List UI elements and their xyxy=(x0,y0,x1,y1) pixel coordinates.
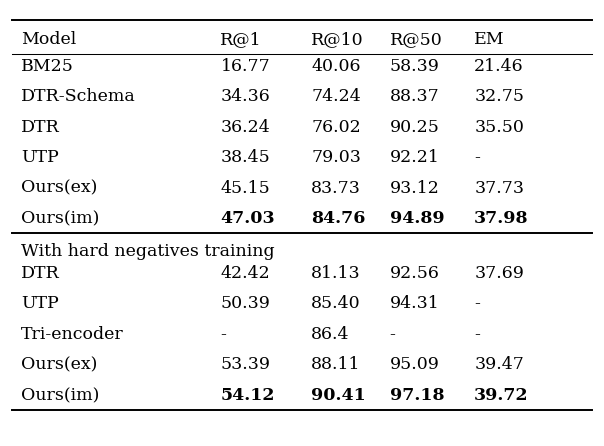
Text: 84.76: 84.76 xyxy=(311,210,365,227)
Text: With hard negatives training: With hard negatives training xyxy=(21,243,275,260)
Text: 92.21: 92.21 xyxy=(390,149,440,166)
Text: R@50: R@50 xyxy=(390,31,442,48)
Text: 40.06: 40.06 xyxy=(311,58,361,74)
Text: DTR: DTR xyxy=(21,264,60,282)
Text: 81.13: 81.13 xyxy=(311,264,361,282)
Text: 54.12: 54.12 xyxy=(220,387,275,404)
Text: 93.12: 93.12 xyxy=(390,180,440,197)
Text: 83.73: 83.73 xyxy=(311,180,361,197)
Text: R@10: R@10 xyxy=(311,31,364,48)
Text: 37.73: 37.73 xyxy=(474,180,524,197)
Text: 95.09: 95.09 xyxy=(390,356,440,373)
Text: 88.37: 88.37 xyxy=(390,88,439,105)
Text: Ours(im): Ours(im) xyxy=(21,210,100,227)
Text: BM25: BM25 xyxy=(21,58,74,74)
Text: -: - xyxy=(390,326,396,343)
Text: Tri-encoder: Tri-encoder xyxy=(21,326,124,343)
Text: 47.03: 47.03 xyxy=(220,210,275,227)
Text: EM: EM xyxy=(474,31,505,48)
Text: 88.11: 88.11 xyxy=(311,356,361,373)
Text: R@1: R@1 xyxy=(220,31,262,48)
Text: 97.18: 97.18 xyxy=(390,387,444,404)
Text: 45.15: 45.15 xyxy=(220,180,270,197)
Text: 39.47: 39.47 xyxy=(474,356,524,373)
Text: UTP: UTP xyxy=(21,149,59,166)
Text: 90.41: 90.41 xyxy=(311,387,366,404)
Text: DTR: DTR xyxy=(21,119,60,136)
Text: 74.24: 74.24 xyxy=(311,88,361,105)
Text: 39.72: 39.72 xyxy=(474,387,528,404)
Text: Model: Model xyxy=(21,31,76,48)
Text: -: - xyxy=(474,295,480,312)
Text: 21.46: 21.46 xyxy=(474,58,524,74)
Text: 90.25: 90.25 xyxy=(390,119,440,136)
Text: 38.45: 38.45 xyxy=(220,149,270,166)
Text: 50.39: 50.39 xyxy=(220,295,271,312)
Text: -: - xyxy=(474,326,480,343)
Text: Ours(ex): Ours(ex) xyxy=(21,180,97,197)
Text: Ours(im): Ours(im) xyxy=(21,387,100,404)
Text: 37.69: 37.69 xyxy=(474,264,524,282)
Text: 94.89: 94.89 xyxy=(390,210,444,227)
Text: UTP: UTP xyxy=(21,295,59,312)
Text: 58.39: 58.39 xyxy=(390,58,440,74)
Text: DTR-Schema: DTR-Schema xyxy=(21,88,136,105)
Text: 34.36: 34.36 xyxy=(220,88,270,105)
Text: 94.31: 94.31 xyxy=(390,295,439,312)
Text: 53.39: 53.39 xyxy=(220,356,271,373)
Text: 85.40: 85.40 xyxy=(311,295,361,312)
Text: 35.50: 35.50 xyxy=(474,119,524,136)
Text: 42.42: 42.42 xyxy=(220,264,270,282)
Text: Ours(ex): Ours(ex) xyxy=(21,356,97,373)
Text: 92.56: 92.56 xyxy=(390,264,440,282)
Text: 76.02: 76.02 xyxy=(311,119,361,136)
Text: -: - xyxy=(220,326,226,343)
Text: 32.75: 32.75 xyxy=(474,88,524,105)
Text: 36.24: 36.24 xyxy=(220,119,270,136)
Text: 86.4: 86.4 xyxy=(311,326,350,343)
Text: 79.03: 79.03 xyxy=(311,149,361,166)
Text: 16.77: 16.77 xyxy=(220,58,270,74)
Text: 37.98: 37.98 xyxy=(474,210,528,227)
Text: -: - xyxy=(474,149,480,166)
